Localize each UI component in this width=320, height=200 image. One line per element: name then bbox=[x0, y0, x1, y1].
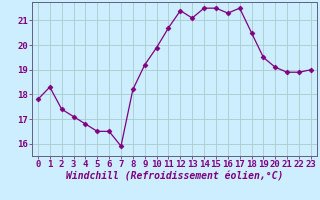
X-axis label: Windchill (Refroidissement éolien,°C): Windchill (Refroidissement éolien,°C) bbox=[66, 172, 283, 182]
